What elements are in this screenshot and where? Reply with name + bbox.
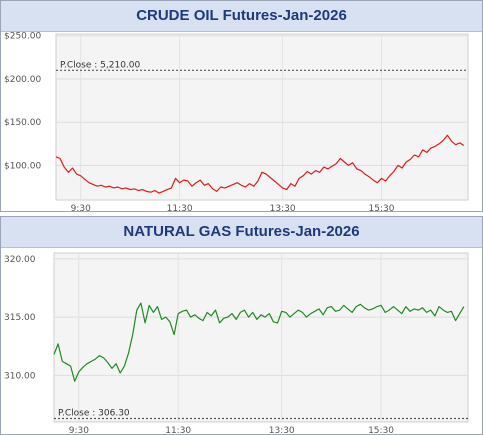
x-tick-label: 9:30 (69, 426, 89, 434)
previous-close-label: P.Close : 306.30 (58, 409, 130, 419)
crude-oil-chart-title: CRUDE OIL Futures-Jan-2026 (1, 1, 482, 32)
price-line (53, 302, 465, 382)
x-tick-label: 15:30 (368, 426, 394, 434)
y-tick-label: $250.00 (4, 32, 41, 42)
natural-gas-chart: 320.00 315.00 310.00 9:30 11:30 13:30 15:30 P.C… (4, 252, 469, 434)
x-tick-label: 9:30 (71, 204, 91, 211)
crude-oil-chart: $250.00 $200.00 $150.00 $100.00 9:30 11:30 13:… (4, 32, 469, 211)
natural-gas-chart-title: NATURAL GAS Futures-Jan-2026 (1, 217, 482, 248)
previous-close-label: P.Close : 5,210.00 (60, 60, 141, 70)
crude-oil-chart-panel: CRUDE OIL Futures-Jan-2026 $250.00 $200.0… (0, 0, 483, 212)
price-line (55, 134, 465, 194)
y-tick-label: 320.00 (4, 255, 36, 265)
plot-area (53, 252, 469, 423)
y-tick-label: 315.00 (4, 313, 36, 323)
plot-area (55, 33, 469, 201)
natural-gas-chart-panel: NATURAL GAS Futures-Jan-2026 320.00 315.0… (0, 216, 483, 435)
y-tick-label: 310.00 (4, 371, 36, 381)
x-tick-label: 13:30 (269, 426, 295, 434)
x-tick-label: 11:30 (167, 204, 193, 211)
y-tick-label: $100.00 (4, 161, 41, 171)
x-tick-label: 11:30 (165, 426, 191, 434)
x-tick-label: 15:30 (369, 204, 395, 211)
y-tick-label: $200.00 (4, 75, 41, 85)
x-tick-label: 13:30 (270, 204, 296, 211)
y-tick-label: $150.00 (4, 118, 41, 128)
